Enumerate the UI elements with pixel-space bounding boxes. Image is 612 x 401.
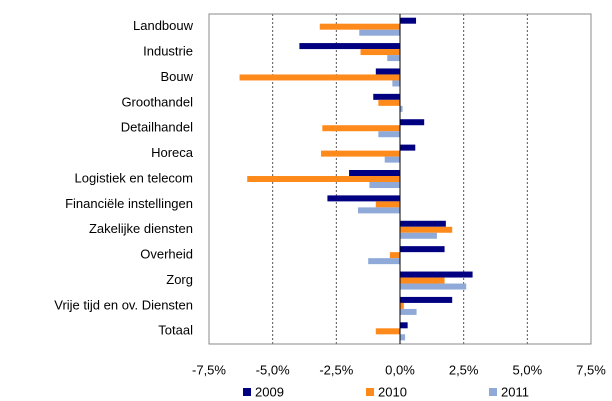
y-tick-label: Industrie — [143, 44, 193, 59]
bar — [321, 150, 400, 157]
bar — [400, 105, 403, 112]
x-tick-label: 5,0% — [513, 362, 543, 377]
y-tick-label: Zorg — [166, 272, 193, 287]
bar — [387, 55, 400, 62]
y-tick-label: Bouw — [160, 69, 193, 84]
bar — [400, 322, 408, 329]
bar — [400, 277, 445, 284]
bar — [392, 80, 400, 87]
bar — [400, 144, 416, 151]
y-tick-label: Zakelijke diensten — [89, 221, 193, 236]
legend-swatch — [366, 388, 374, 396]
legend-swatch — [243, 388, 251, 396]
bar — [369, 182, 400, 188]
bar — [400, 283, 467, 290]
x-tick-label: -5,0% — [256, 362, 290, 377]
y-tick-label: Landbouw — [133, 18, 194, 33]
y-tick-label: Financiële instellingen — [65, 196, 193, 211]
y-tick-label: Totaal — [158, 323, 193, 338]
legend-label: 2011 — [501, 384, 529, 399]
bar — [400, 296, 453, 303]
bar — [400, 334, 406, 341]
bar — [400, 302, 404, 309]
x-tick-label: 0,0% — [385, 362, 415, 377]
x-tick-label: 7,5% — [576, 362, 606, 377]
y-tick-label: Overheid — [140, 247, 193, 262]
bar — [400, 232, 437, 239]
y-tick-label: Horeca — [151, 145, 194, 160]
bar — [373, 93, 400, 100]
x-tick-label: -7,5% — [192, 362, 226, 377]
y-tick-label: Vrije tijd en ov. Diensten — [54, 297, 193, 312]
y-tick-label: Detailhandel — [121, 120, 193, 135]
bar — [360, 49, 400, 56]
bar — [400, 226, 453, 233]
legend-swatch — [489, 388, 497, 396]
bar — [239, 74, 400, 81]
bar — [299, 43, 400, 50]
bar — [349, 170, 400, 176]
bar — [375, 201, 400, 208]
bar — [322, 125, 400, 132]
x-tick-label: -2,5% — [319, 362, 353, 377]
bar — [400, 271, 473, 278]
bar — [400, 220, 446, 227]
bar — [384, 156, 400, 163]
y-tick-label: Groothandel — [121, 94, 193, 109]
bar — [400, 308, 417, 315]
x-tick-label: 2,5% — [449, 362, 479, 377]
bar — [400, 119, 425, 126]
bar — [359, 29, 400, 36]
bar — [378, 99, 400, 106]
bar — [368, 258, 400, 265]
bar — [375, 328, 400, 335]
y-tick-label: Logistiek en telecom — [74, 170, 193, 185]
bar — [319, 23, 400, 30]
bar — [357, 207, 400, 214]
legend-label: 2010 — [378, 384, 407, 399]
bar — [400, 17, 417, 24]
bar — [389, 252, 400, 259]
bar — [327, 195, 400, 202]
bar — [378, 131, 400, 138]
bar — [400, 246, 445, 253]
bar — [375, 68, 400, 75]
bar — [247, 176, 400, 182]
legend-label: 2009 — [255, 384, 284, 399]
